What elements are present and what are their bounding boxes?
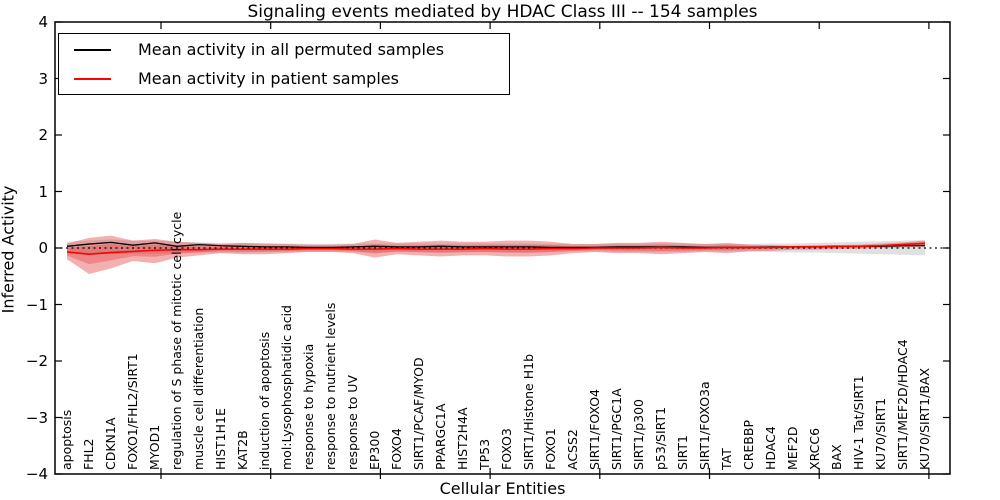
permuted-line-sample-icon [74,48,111,51]
y-tick-label: −4 [25,465,48,483]
x-category-label: SIRT1 [675,435,690,470]
x-category-label: response to nutrient levels [323,302,338,470]
x-category-label: TP53 [477,438,492,470]
x-category-label: SIRT1/MEF2D/HDAC4 [895,339,910,470]
patient-envelope-band-outer [67,235,925,274]
x-category-label: FOXO1 [543,428,558,470]
x-category-label: SIRT1/Histone H1b [521,353,536,470]
x-category-label: BAX [829,444,844,470]
y-tick-label: −3 [25,408,48,427]
x-category-label: CDKN1A [103,417,118,470]
y-tick-label: 2 [38,126,48,144]
x-category-label: TAT [719,448,734,470]
x-category-label: SIRT1/PGC1A [609,388,624,470]
patient-line-sample-icon [74,77,111,80]
x-category-label: MEF2D [785,426,800,470]
chart-title: Signaling events mediated by HDAC Class … [247,2,758,22]
x-category-label: apoptosis [59,409,74,470]
x-category-label: response to hypoxia [301,343,316,470]
x-category-label: FOXO1/FHL2/SIRT1 [125,353,140,470]
x-category-label: MYOD1 [147,424,162,470]
x-category-label: HDAC4 [763,426,778,470]
x-category-label: HIST1H1E [213,408,228,470]
legend-label-permuted: Mean activity in all permuted samples [138,40,445,59]
x-category-label: HIST2H4A [455,407,470,470]
x-category-label: regulation of S phase of mitotic cell cy… [169,211,184,470]
x-category-label: SIRT1/FOXO4 [587,389,602,470]
x-category-label: p53/SIRT1 [653,406,668,470]
y-tick-label: 3 [38,69,48,88]
x-category-label: HIV-1 Tat/SIRT1 [851,375,866,470]
x-category-label: response to UV [345,375,360,470]
x-category-label: mol:Lysophosphatidic acid [279,305,294,470]
y-tick-label: 0 [38,239,48,257]
y-tick-label: −2 [25,352,48,370]
x-category-label: KU70/SIRT1 [873,397,888,470]
x-category-label: FOXO4 [389,428,404,470]
x-category-label: SIRT1/FOXO3a [697,381,712,470]
x-category-label: SIRT1/PCAF/MYOD [411,357,426,470]
legend-item-permuted: Mean activity in all permuted samples [59,35,509,64]
x-category-label: EP300 [367,430,382,470]
y-tick-label: 1 [38,182,48,201]
x-category-label: FHL2 [81,438,96,470]
x-category-label: XRCC6 [807,427,822,470]
x-category-label: KAT2B [235,430,250,470]
x-category-label: SIRT1/p300 [631,399,646,470]
y-tick-label: −1 [25,295,48,314]
x-category-label: PPARGC1A [433,403,448,470]
legend-label-patient: Mean activity in patient samples [138,69,399,88]
x-category-label: ACSS2 [565,429,580,470]
x-category-label: induction of apoptosis [257,331,272,470]
x-category-label: KU70/SIRT1/BAX [917,367,932,470]
patient-mean-line [66,242,926,256]
x-category-label: muscle cell differentiation [191,307,206,470]
legend-item-patient: Mean activity in patient samples [59,64,509,93]
legend: Mean activity in all permuted samples Me… [58,33,510,95]
x-category-label: CREBBP [741,420,756,470]
x-category-label: FOXO3 [499,428,514,470]
x-axis-title: Cellular Entities [439,479,566,498]
y-tick-label: 4 [38,13,48,31]
